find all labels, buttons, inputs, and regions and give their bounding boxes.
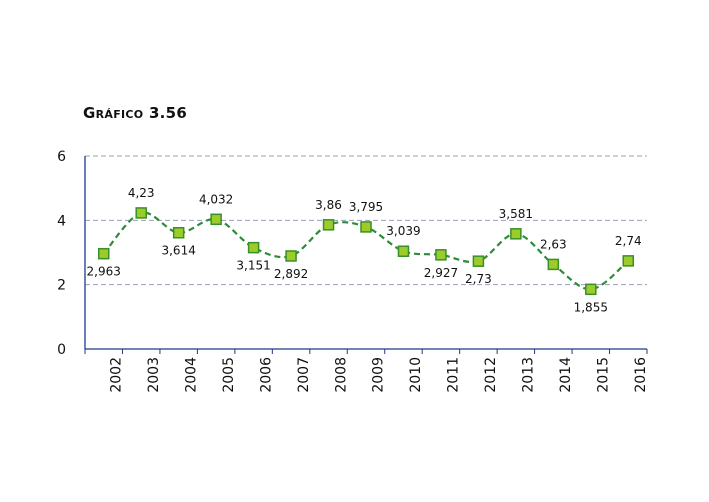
data-point [547, 258, 560, 271]
data-markers [97, 207, 635, 296]
y-tick-label: 0 [57, 342, 66, 358]
x-tick-label: 2005 [221, 357, 237, 393]
x-tick-label: 2003 [146, 357, 162, 393]
x-tick-label: 2016 [633, 357, 649, 393]
data-point [247, 241, 260, 254]
y-tick-labels: 0 2 4 6 [57, 149, 66, 358]
grid-lines [85, 155, 647, 286]
data-label: 2,892 [274, 267, 308, 281]
data-point [172, 226, 185, 239]
x-tick-label: 2006 [258, 357, 274, 393]
x-tick-label: 2009 [371, 357, 387, 393]
data-label: 3,151 [236, 259, 270, 273]
y-tick-label: 2 [57, 278, 66, 294]
data-label: 2,963 [87, 265, 121, 279]
axes [84, 156, 648, 354]
data-label: 3,614 [161, 244, 195, 258]
data-point [322, 219, 335, 231]
x-tick-label: 2004 [183, 357, 199, 393]
data-label: 2,73 [465, 272, 492, 286]
data-point [472, 255, 485, 267]
data-point [435, 249, 447, 261]
x-tick-label: 2002 [108, 357, 124, 393]
data-point [397, 245, 410, 257]
data-label: 1,855 [574, 300, 608, 314]
data-label: 3,039 [386, 224, 420, 238]
data-point [135, 207, 147, 219]
x-tick-label: 2012 [483, 357, 499, 393]
data-point [285, 250, 297, 262]
x-tick-label: 2008 [333, 357, 349, 393]
x-tick-label: 2007 [296, 357, 312, 393]
y-tick-label: 4 [57, 213, 66, 229]
data-point [510, 228, 522, 240]
data-point [210, 213, 222, 226]
x-tick-label: 2010 [408, 357, 424, 393]
data-point [622, 255, 635, 267]
x-tick-labels: 2002 2003 2004 2005 2006 2007 2008 2009 2010 2011… [108, 357, 649, 393]
x-tick-label: 2015 [596, 357, 612, 393]
data-label: 2,74 [615, 234, 642, 248]
y-tick-label: 6 [57, 149, 66, 165]
data-point [97, 247, 110, 260]
data-label: 3,795 [349, 200, 383, 214]
data-label: 3,581 [499, 207, 533, 221]
data-point [585, 283, 597, 296]
x-tick-label: 2011 [446, 357, 462, 393]
data-point [360, 221, 372, 233]
chart-title: Gráfico 3.56 [83, 104, 188, 122]
data-label: 4,23 [128, 186, 155, 200]
data-label: 2,927 [424, 266, 458, 280]
data-label: 3,86 [315, 198, 342, 212]
x-tick-label: 2014 [558, 357, 574, 393]
data-label: 4,032 [199, 192, 233, 206]
data-label: 2,63 [540, 237, 567, 251]
x-tick-label: 2013 [521, 357, 537, 393]
